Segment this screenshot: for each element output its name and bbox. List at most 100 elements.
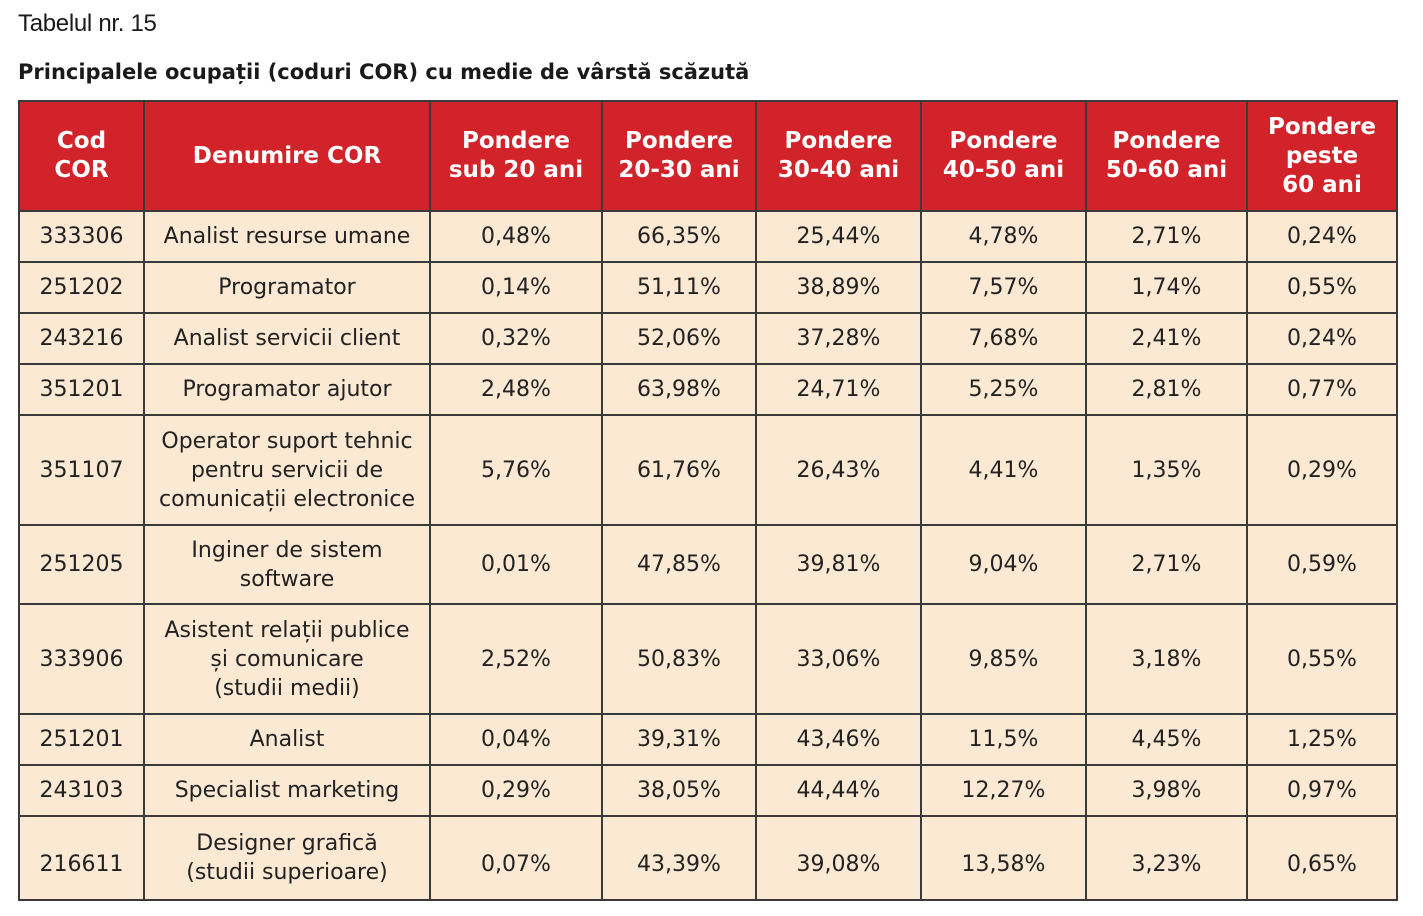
cell-cod-cor: 251202 <box>18 261 145 314</box>
cell-pondere-v5: 2,71% <box>1085 210 1248 263</box>
cell-denumire-cor: Inginer de sistem software <box>143 524 431 605</box>
cell-pondere-v5: 3,23% <box>1085 815 1248 901</box>
denumire-line: Analist resurse umane <box>163 224 411 249</box>
cell-pondere-v2: 47,85% <box>601 524 757 605</box>
cell-pondere-v1: 0,04% <box>429 713 603 766</box>
cell-cod-cor: 351107 <box>18 414 145 526</box>
cell-pondere-v5: 2,81% <box>1085 363 1248 416</box>
header-pondere-20-30: Pondere 20-30 ani <box>601 100 757 212</box>
header-pondere-40-50: Pondere 40-50 ani <box>920 100 1087 212</box>
header-denumire-cor: Denumire COR <box>143 100 431 212</box>
cell-pondere-v4: 12,27% <box>920 764 1087 817</box>
table-row: 243216 Analist servicii client 0,32% 52,06%… <box>18 312 1398 365</box>
cell-pondere-v6: 0,24% <box>1246 210 1398 263</box>
cell-pondere-v4: 11,5% <box>920 713 1087 766</box>
cell-pondere-v3: 37,28% <box>755 312 922 365</box>
cell-pondere-v3: 44,44% <box>755 764 922 817</box>
cell-pondere-v4: 7,57% <box>920 261 1087 314</box>
table-row: 251202 Programator 0,14% 51,11% 38,89% 7,57% 1… <box>18 261 1398 314</box>
cell-cod-cor: 333306 <box>18 210 145 263</box>
cell-pondere-v1: 0,48% <box>429 210 603 263</box>
header-pondere-peste-60: Pondere peste 60 ani <box>1246 100 1398 212</box>
table-label: Tabelul nr. 15 <box>18 10 157 37</box>
cell-denumire-cor: Programator <box>143 261 431 314</box>
cell-pondere-v1: 2,52% <box>429 603 603 715</box>
cell-denumire-cor: Asistent relații publice și comunicare (st… <box>143 603 431 715</box>
denumire-line: (studii superioare) <box>186 860 388 885</box>
cell-pondere-v6: 0,55% <box>1246 603 1398 715</box>
table-title: Principalele ocupații (coduri COR) cu me… <box>18 60 750 84</box>
cell-pondere-v3: 33,06% <box>755 603 922 715</box>
cell-pondere-v3: 43,46% <box>755 713 922 766</box>
cell-pondere-v6: 0,59% <box>1246 524 1398 605</box>
denumire-line: pentru servicii de <box>190 457 384 483</box>
denumire-line: Designer grafică <box>196 831 378 856</box>
table-row: 251205 Inginer de sistem software 0,01% 47,8… <box>18 524 1398 605</box>
cell-pondere-v4: 13,58% <box>920 815 1087 901</box>
cell-pondere-v3: 38,89% <box>755 261 922 314</box>
cell-pondere-v6: 1,25% <box>1246 713 1398 766</box>
denumire-line: Programator <box>218 275 356 300</box>
cell-cod-cor: 243216 <box>18 312 145 365</box>
cell-cod-cor: 333906 <box>18 603 145 715</box>
cell-pondere-v3: 39,81% <box>755 524 922 605</box>
cell-cod-cor: 251205 <box>18 524 145 605</box>
cell-pondere-v1: 0,29% <box>429 764 603 817</box>
cell-pondere-v2: 51,11% <box>601 261 757 314</box>
cell-pondere-v6: 0,97% <box>1246 764 1398 817</box>
cell-pondere-v1: 5,76% <box>429 414 603 526</box>
cell-pondere-v4: 4,41% <box>920 414 1087 526</box>
cell-pondere-v6: 0,77% <box>1246 363 1398 416</box>
denumire-line: Specialist marketing <box>174 778 400 803</box>
cell-pondere-v2: 63,98% <box>601 363 757 416</box>
cell-pondere-v4: 5,25% <box>920 363 1087 416</box>
denumire-line: (studii medii) <box>214 675 360 701</box>
cell-pondere-v5: 1,74% <box>1085 261 1248 314</box>
cell-denumire-cor: Specialist marketing <box>143 764 431 817</box>
cell-pondere-v6: 0,55% <box>1246 261 1398 314</box>
header-pondere-sub-20: Pondere sub 20 ani <box>429 100 603 212</box>
cell-pondere-v5: 2,71% <box>1085 524 1248 605</box>
cell-denumire-cor: Analist servicii client <box>143 312 431 365</box>
table-row: 333906 Asistent relații publice și comunic… <box>18 603 1398 715</box>
header-pondere-30-40: Pondere 30-40 ani <box>755 100 922 212</box>
cell-pondere-v2: 38,05% <box>601 764 757 817</box>
denumire-line: Analist servicii client <box>173 326 401 351</box>
cell-pondere-v2: 66,35% <box>601 210 757 263</box>
cell-pondere-v1: 0,01% <box>429 524 603 605</box>
cell-pondere-v2: 50,83% <box>601 603 757 715</box>
cell-pondere-v5: 2,41% <box>1085 312 1248 365</box>
cell-pondere-v2: 43,39% <box>601 815 757 901</box>
denumire-line: și comunicare <box>210 646 364 672</box>
cell-pondere-v4: 4,78% <box>920 210 1087 263</box>
cell-cod-cor: 243103 <box>18 764 145 817</box>
cell-denumire-cor: Analist <box>143 713 431 766</box>
cell-denumire-cor: Designer grafică (studii superioare) <box>143 815 431 901</box>
cell-pondere-v4: 7,68% <box>920 312 1087 365</box>
header-pondere-50-60: Pondere 50-60 ani <box>1085 100 1248 212</box>
cell-pondere-v3: 25,44% <box>755 210 922 263</box>
header-cod-cor: Cod COR <box>18 100 145 212</box>
cell-pondere-v3: 24,71% <box>755 363 922 416</box>
denumire-line: Programator ajutor <box>182 377 392 402</box>
cell-pondere-v2: 61,76% <box>601 414 757 526</box>
cell-cod-cor: 351201 <box>18 363 145 416</box>
table-row: 351201 Programator ajutor 2,48% 63,98% 24,71… <box>18 363 1398 416</box>
cell-pondere-v3: 39,08% <box>755 815 922 901</box>
cell-pondere-v1: 0,14% <box>429 261 603 314</box>
cell-cod-cor: 216611 <box>18 815 145 901</box>
table-row: 251201 Analist 0,04% 39,31% 43,46% 11,5% 4,45%… <box>18 713 1398 766</box>
table-body: 333306 Analist resurse umane 0,48% 66,35% 25… <box>18 210 1398 901</box>
denumire-line: Inginer de sistem <box>191 537 383 563</box>
cell-pondere-v5: 3,98% <box>1085 764 1248 817</box>
cell-pondere-v2: 52,06% <box>601 312 757 365</box>
occupations-table: Cod COR Denumire COR Pondere sub 20 ani … <box>18 100 1398 901</box>
denumire-line: Asistent relații publice <box>164 617 410 643</box>
cell-pondere-v5: 3,18% <box>1085 603 1248 715</box>
denumire-line: comunicații electronice <box>158 486 416 512</box>
cell-pondere-v6: 0,24% <box>1246 312 1398 365</box>
cell-denumire-cor: Analist resurse umane <box>143 210 431 263</box>
denumire-line: Analist <box>249 727 325 752</box>
header-row: Cod COR Denumire COR Pondere sub 20 ani … <box>18 100 1398 212</box>
cell-pondere-v5: 1,35% <box>1085 414 1248 526</box>
